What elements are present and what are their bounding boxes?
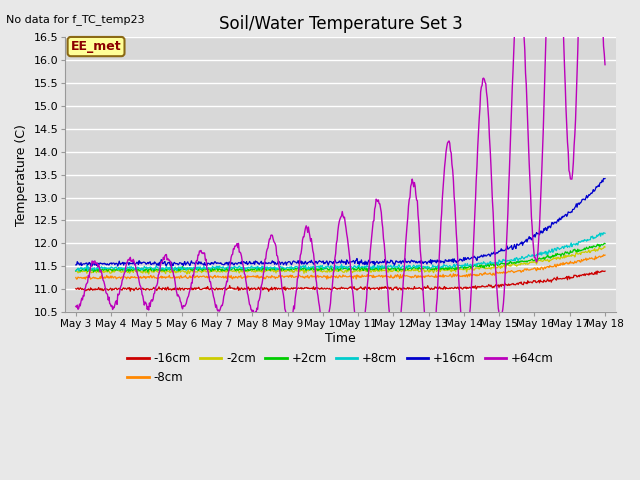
- X-axis label: Time: Time: [325, 332, 356, 345]
- Text: No data for f_TC_temp23: No data for f_TC_temp23: [6, 14, 145, 25]
- Text: EE_met: EE_met: [71, 40, 122, 53]
- Legend: -16cm, -8cm, -2cm, +2cm, +8cm, +16cm, +64cm: -16cm, -8cm, -2cm, +2cm, +8cm, +16cm, +6…: [123, 347, 558, 388]
- Title: Soil/Water Temperature Set 3: Soil/Water Temperature Set 3: [218, 15, 462, 33]
- Y-axis label: Temperature (C): Temperature (C): [15, 124, 28, 226]
